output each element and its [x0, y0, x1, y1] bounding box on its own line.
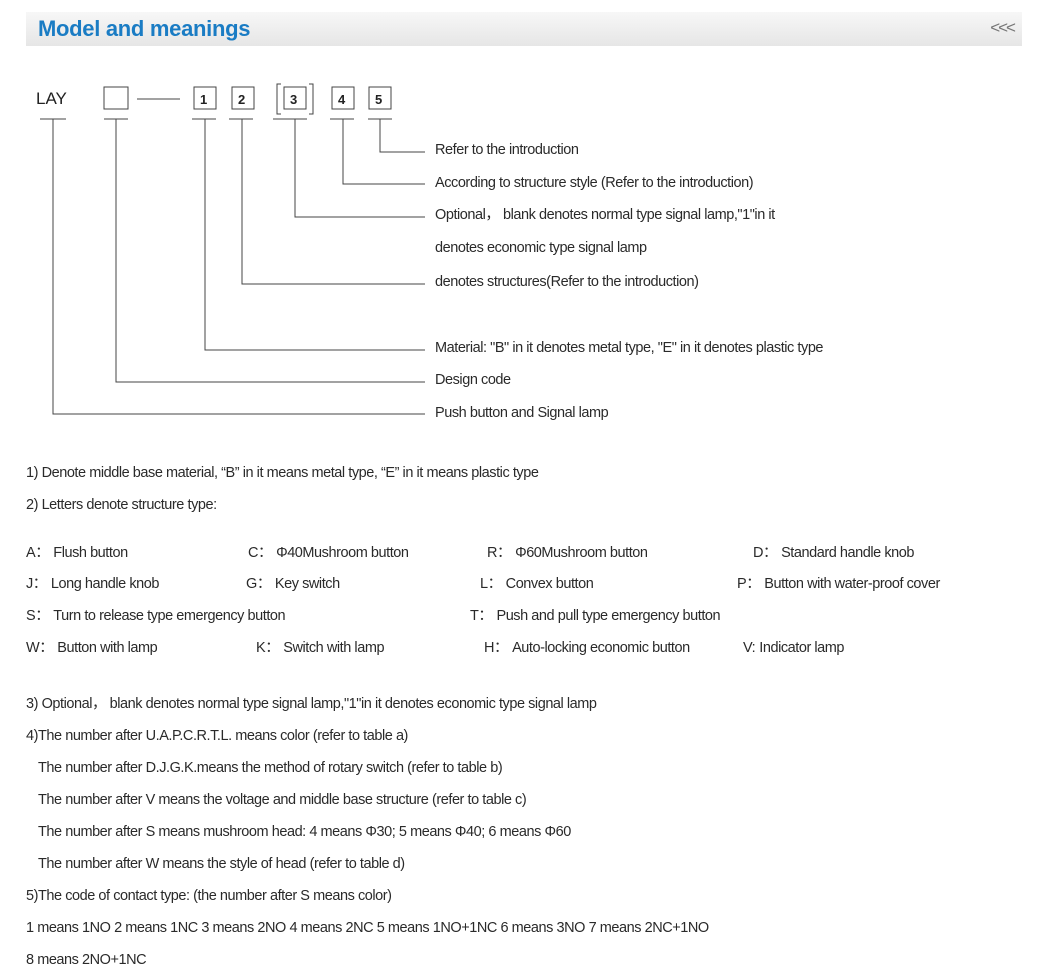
note-4: 4)The number after U.A.P.C.R.T.L. means … — [26, 728, 408, 744]
type-code: T： — [470, 608, 493, 624]
type-code: P： — [737, 576, 761, 592]
box-label-2: 2 — [238, 92, 245, 107]
structure-type-item: A： Flush button — [26, 543, 128, 563]
contact-codes-line-1: 1 means 1NO 2 means 1NC 3 means 2NO 4 me… — [26, 920, 709, 936]
type-label: Turn to release type emergency button — [53, 608, 286, 624]
type-code: H： — [484, 640, 509, 656]
box-label-5: 5 — [375, 92, 382, 107]
type-code: W： — [26, 640, 54, 656]
type-label: Push and pull type emergency button — [496, 608, 721, 624]
contact-codes-line-2: 8 means 2NO+1NC — [26, 952, 147, 968]
type-label: Auto-locking economic button — [512, 640, 690, 656]
code-box-3 — [283, 86, 307, 110]
structure-type-item: P： Button with water-proof cover — [737, 574, 940, 594]
box-label-1: 1 — [200, 92, 207, 107]
code-box-4 — [331, 86, 355, 110]
type-code: K： — [256, 640, 280, 656]
meaning-lay: Push button and Signal lamp — [435, 405, 609, 421]
structure-type-item: D： Standard handle knob — [753, 543, 914, 563]
code-box-2 — [231, 86, 255, 110]
model-code-diagram: LAY 1 2 3 4 5 — [36, 83, 425, 415]
section-title: Model and meanings — [38, 16, 251, 41]
structure-type-item: C： Φ40Mushroom button — [248, 543, 409, 563]
note-1: 1) Denote middle base material, “B” in i… — [26, 465, 539, 481]
type-label: Button with lamp — [57, 640, 158, 656]
meaning-2: denotes structures(Refer to the introduc… — [435, 274, 699, 290]
note-4d: The number after W means the style of he… — [38, 856, 405, 872]
note-4c: The number after S means mushroom head: … — [38, 824, 571, 840]
structure-type-item: W： Button with lamp — [26, 638, 158, 658]
type-code: J： — [26, 576, 47, 592]
note-5: 5)The code of contact type: (the number … — [26, 888, 392, 904]
type-label: Long handle knob — [50, 576, 160, 592]
type-code: G： — [246, 576, 271, 592]
structure-type-item: V: Indicator lamp — [743, 638, 844, 658]
code-box-1 — [193, 86, 217, 110]
box-label-3: 3 — [290, 92, 297, 107]
note-2: 2) Letters denote structure type: — [26, 497, 217, 513]
type-label: Convex button — [505, 576, 594, 592]
meaning-5: Refer to the introduction — [435, 142, 579, 158]
type-label: Indicator lamp — [759, 640, 845, 656]
box-label-4: 4 — [338, 92, 346, 107]
meaning-design-code: Design code — [435, 372, 511, 388]
meaning-3-cont: denotes economic type signal lamp — [435, 240, 647, 256]
type-label: Φ60Mushroom button — [515, 545, 648, 561]
structure-type-item: S： Turn to release type emergency button — [26, 606, 286, 626]
type-label: Standard handle knob — [781, 545, 914, 561]
type-label: Φ40Mushroom button — [276, 545, 409, 561]
section-header: Model and meanings <<< — [26, 12, 1022, 46]
note-4b: The number after V means the voltage and… — [38, 792, 527, 808]
leader-lines — [40, 118, 425, 415]
type-code: A： — [26, 545, 50, 561]
note-4a: The number after D.J.G.K.means the metho… — [38, 760, 503, 776]
structure-type-item: G： Key switch — [246, 574, 340, 594]
structure-type-item: L： Convex button — [480, 574, 594, 594]
type-code: S： — [26, 608, 50, 624]
type-code: L： — [480, 576, 502, 592]
structure-type-item: J： Long handle knob — [26, 574, 159, 594]
meaning-4: According to structure style (Refer to t… — [435, 175, 754, 191]
model-prefix: LAY — [36, 89, 67, 108]
structure-type-item: H： Auto-locking economic button — [484, 638, 690, 658]
structure-type-item: K： Switch with lamp — [256, 638, 385, 658]
structure-type-item: T： Push and pull type emergency button — [470, 606, 721, 626]
meaning-3: Optional， blank denotes normal type sign… — [435, 207, 775, 223]
optional-brackets — [276, 83, 314, 115]
structure-type-item: R： Φ60Mushroom button — [487, 543, 648, 563]
type-label: Switch with lamp — [283, 640, 385, 656]
design-code-box — [103, 86, 129, 110]
type-code: V: — [743, 640, 756, 656]
meaning-1: Material: "B" in it denotes metal type, … — [435, 340, 824, 356]
type-code: R： — [487, 545, 512, 561]
type-code: C： — [248, 545, 273, 561]
note-3: 3) Optional， blank denotes normal type s… — [26, 696, 597, 712]
type-label: Flush button — [53, 545, 128, 561]
type-label: Button with water-proof cover — [764, 576, 940, 592]
code-box-5 — [368, 86, 392, 110]
type-label: Key switch — [274, 576, 340, 592]
triple-chevron-left-icon[interactable]: <<< — [990, 18, 1016, 37]
type-code: D： — [753, 545, 778, 561]
